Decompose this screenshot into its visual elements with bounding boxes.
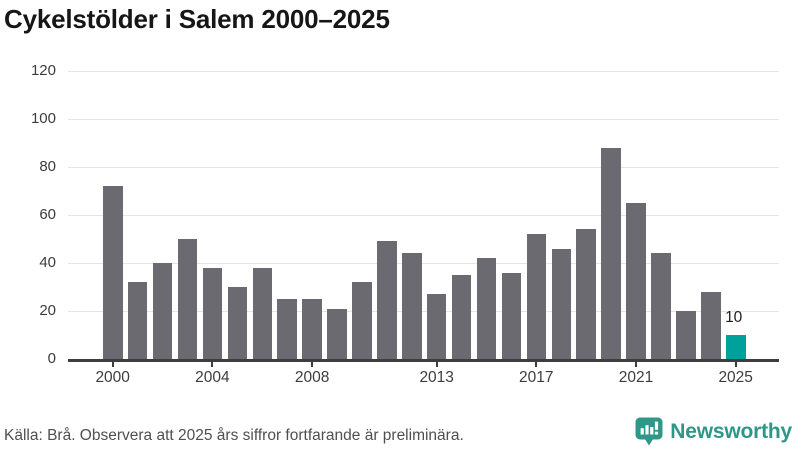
bar-2025 xyxy=(726,335,746,359)
gridline-120 xyxy=(68,71,779,72)
bar-2012 xyxy=(402,253,422,359)
x-axis-tick-label: 2004 xyxy=(195,369,230,386)
bar-2010 xyxy=(352,282,372,359)
x-axis-line xyxy=(68,359,779,362)
bar-2014 xyxy=(451,275,472,359)
gridline-40 xyxy=(68,263,779,264)
x-axis-tick-label: 2021 xyxy=(618,369,654,386)
y-axis-tick-label: 80 xyxy=(39,158,56,175)
x-axis-tick-label: 2013 xyxy=(419,369,454,386)
x-axis-tick xyxy=(635,362,637,367)
y-axis-tick-label: 40 xyxy=(39,254,56,271)
bar-2001 xyxy=(127,282,148,359)
x-axis-tick xyxy=(734,362,737,367)
bar-2015 xyxy=(476,258,497,359)
chart-title: Cykelstölder i Salem 2000–2025 xyxy=(4,4,390,34)
x-axis-tick-label: 2000 xyxy=(95,369,130,386)
gridline-20 xyxy=(68,311,779,312)
y-axis-tick-label: 20 xyxy=(39,302,56,319)
bar-2024 xyxy=(701,291,721,359)
bar-2007 xyxy=(277,299,297,359)
bar-2022 xyxy=(651,253,671,359)
bar-2005 xyxy=(227,287,248,359)
bar-2009 xyxy=(327,308,347,359)
source-note: Källa: Brå. Observera att 2025 års siffr… xyxy=(4,427,464,444)
bar-2017 xyxy=(526,234,547,359)
bar-2004 xyxy=(202,267,223,359)
bar-2020 xyxy=(601,147,621,359)
bar-2018 xyxy=(551,248,571,359)
x-axis-tick-label: 2025 xyxy=(718,369,753,386)
bar-2016 xyxy=(501,272,522,359)
bar-2003 xyxy=(177,239,198,359)
highlight-value-label: 10 xyxy=(725,309,743,326)
bar-2013 xyxy=(426,294,447,359)
brand-name: Newsworthy xyxy=(670,419,792,443)
bar-2008 xyxy=(302,299,322,359)
bar-2006 xyxy=(252,267,272,359)
y-axis-tick-label: 60 xyxy=(39,206,56,223)
gridline-100 xyxy=(68,119,779,120)
bar-2023 xyxy=(676,311,696,359)
x-axis-tick xyxy=(535,362,538,367)
x-axis-tick xyxy=(111,362,114,367)
x-axis-tick xyxy=(211,362,214,367)
gridline-80 xyxy=(68,167,779,168)
bar-2002 xyxy=(152,263,173,359)
newsworthy-logo-icon xyxy=(634,416,664,447)
y-axis-tick-label: 120 xyxy=(30,62,56,79)
bar-2011 xyxy=(377,241,397,359)
y-axis-tick-label: 0 xyxy=(47,350,56,367)
x-axis-tick-label: 2008 xyxy=(294,369,330,386)
x-axis-tick-label: 2017 xyxy=(519,369,554,386)
newsworthy-logo: Newsworthy xyxy=(634,416,792,447)
y-axis-tick-label: 100 xyxy=(30,110,56,127)
bar-2021 xyxy=(626,203,646,359)
gridline-60 xyxy=(68,215,779,216)
footer: Källa: Brå. Observera att 2025 års siffr… xyxy=(4,416,792,447)
bar-2019 xyxy=(576,229,596,359)
bar-2000 xyxy=(103,186,123,359)
x-axis-tick xyxy=(435,362,438,367)
x-axis-tick xyxy=(311,362,314,367)
